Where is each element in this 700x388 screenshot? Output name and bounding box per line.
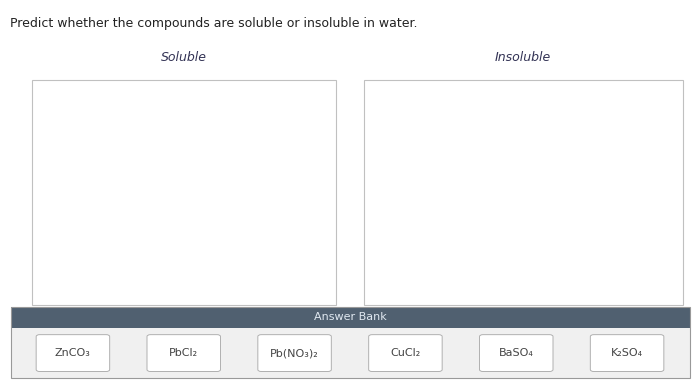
FancyBboxPatch shape (10, 328, 690, 378)
Text: PbCl₂: PbCl₂ (169, 348, 198, 358)
FancyBboxPatch shape (10, 307, 690, 328)
Text: Predict whether the compounds are soluble or insoluble in water.: Predict whether the compounds are solubl… (10, 17, 418, 31)
Text: CuCl₂: CuCl₂ (391, 348, 421, 358)
Text: K₂SO₄: K₂SO₄ (611, 348, 643, 358)
FancyBboxPatch shape (147, 334, 220, 372)
FancyBboxPatch shape (258, 334, 331, 372)
FancyBboxPatch shape (590, 334, 664, 372)
FancyBboxPatch shape (36, 334, 110, 372)
FancyBboxPatch shape (32, 80, 336, 305)
Text: Answer Bank: Answer Bank (314, 312, 386, 322)
Text: Insoluble: Insoluble (495, 51, 552, 64)
FancyBboxPatch shape (480, 334, 553, 372)
Text: Pb(NO₃)₂: Pb(NO₃)₂ (270, 348, 319, 358)
FancyBboxPatch shape (369, 334, 442, 372)
Text: BaSO₄: BaSO₄ (499, 348, 533, 358)
Text: ZnCO₃: ZnCO₃ (55, 348, 91, 358)
Text: Soluble: Soluble (161, 51, 206, 64)
FancyBboxPatch shape (364, 80, 682, 305)
